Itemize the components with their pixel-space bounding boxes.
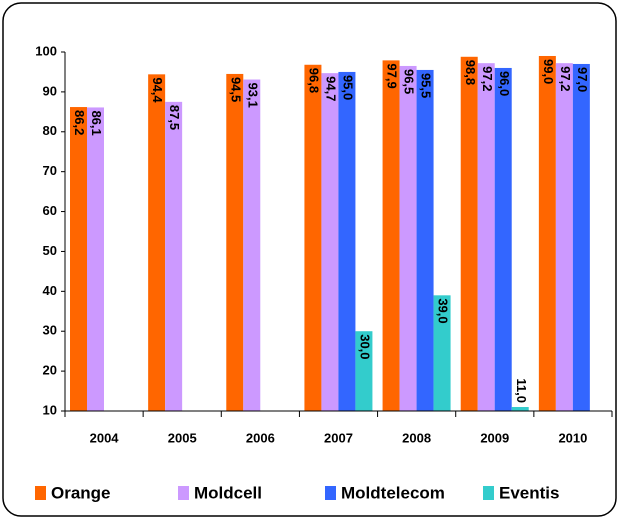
bar	[304, 64, 322, 412]
value-label: 95,5	[419, 73, 434, 98]
value-label: 97,2	[558, 66, 573, 91]
bar	[416, 69, 434, 411]
x-tick-label: 2010	[558, 430, 587, 445]
bar	[399, 65, 417, 411]
x-tick-label: 2004	[90, 430, 120, 445]
legend-label: Moldcell	[194, 483, 262, 502]
x-tick-label: 2008	[402, 430, 431, 445]
value-label: 94,4	[150, 77, 165, 103]
y-tick-label: 10	[43, 402, 57, 417]
x-tick-label: 2005	[168, 430, 197, 445]
y-tick-label: 20	[43, 363, 57, 378]
value-label: 30,0	[357, 334, 372, 359]
x-tick-label: 2007	[324, 430, 353, 445]
value-label: 39,0	[436, 298, 451, 323]
bar	[511, 407, 529, 411]
bar	[433, 295, 451, 411]
value-label: 96,0	[497, 71, 512, 96]
y-tick-label: 90	[43, 83, 57, 98]
value-label: 96,5	[402, 69, 417, 94]
y-tick-label: 40	[43, 283, 57, 298]
bar	[148, 74, 166, 412]
y-tick-label: 30	[43, 323, 57, 338]
x-tick-label: 2009	[480, 430, 509, 445]
bar	[243, 79, 261, 412]
value-label: 97,2	[480, 66, 495, 91]
legend-label: Orange	[51, 483, 111, 502]
value-label: 87,5	[167, 105, 182, 130]
bar	[355, 331, 373, 411]
bar	[70, 107, 87, 412]
x-tick-label: 2006	[246, 430, 275, 445]
legend-swatch	[483, 486, 494, 500]
bar	[321, 73, 339, 411]
value-label: 96,8	[306, 68, 321, 93]
value-label: 11,0	[514, 378, 529, 403]
bar	[338, 71, 356, 411]
y-tick-label: 70	[43, 163, 57, 178]
bar	[477, 63, 495, 412]
value-label: 98,8	[463, 60, 478, 85]
value-label: 99,0	[541, 59, 556, 84]
bar	[460, 56, 478, 411]
bar	[572, 63, 590, 411]
value-label: 94,5	[228, 77, 243, 102]
bar	[382, 60, 400, 411]
legend-swatch	[178, 486, 189, 500]
y-tick-label: 80	[43, 123, 57, 138]
y-tick-label: 60	[43, 203, 57, 218]
bar	[87, 107, 104, 411]
bar	[555, 63, 573, 412]
value-label: 94,7	[323, 76, 338, 101]
value-label: 86,2	[72, 110, 87, 135]
bar	[165, 101, 183, 411]
bar	[226, 73, 244, 411]
legend-swatch	[35, 486, 46, 500]
legend-label: Moldtelecom	[341, 483, 445, 502]
y-tick-label: 100	[35, 43, 57, 58]
bar	[538, 55, 556, 411]
y-tick-label: 50	[43, 243, 57, 258]
value-label: 97,0	[575, 67, 590, 92]
bar	[494, 67, 512, 411]
legend-label: Eventis	[499, 483, 559, 502]
legend-swatch	[325, 486, 336, 500]
value-label: 97,9	[385, 63, 400, 88]
value-label: 95,0	[340, 75, 355, 100]
value-label: 93,1	[245, 83, 260, 108]
value-label: 86,1	[89, 110, 104, 135]
